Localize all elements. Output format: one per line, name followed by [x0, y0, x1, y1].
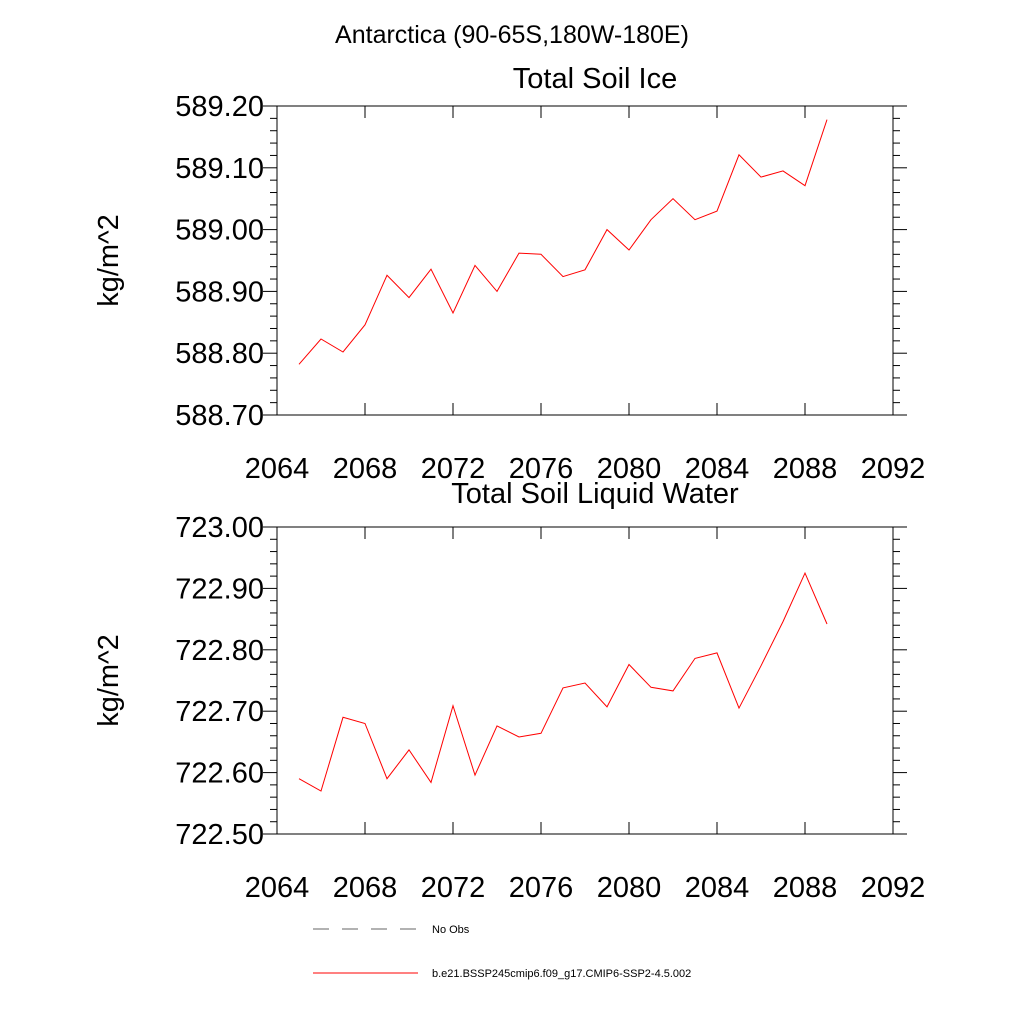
x-tick-label: 2068 [333, 453, 398, 485]
y-axis-label: kg/m^2 [93, 214, 125, 307]
chart-title: Total Soil Ice [513, 63, 677, 95]
x-tick-label: 2076 [509, 872, 574, 904]
legend-label-1: b.e21.BSSP245cmip6.f09_g17.CMIP6-SSP2-4.… [432, 968, 691, 980]
legend-label-0: No Obs [432, 924, 470, 936]
y-tick-label: 722.90 [175, 573, 264, 605]
y-tick-label: 588.90 [175, 276, 264, 308]
y-tick-label: 589.20 [175, 91, 264, 123]
series-line-0 [298, 119, 828, 365]
x-tick-label: 2080 [597, 453, 662, 485]
x-tick-label: 2064 [245, 453, 310, 485]
plot-frame [276, 105, 894, 416]
x-tick-label: 2080 [597, 872, 662, 904]
super-title: Antarctica (90-65S,180W-180E) [335, 21, 689, 49]
x-tick-label: 2088 [773, 872, 838, 904]
y-tick-label: 588.70 [175, 400, 264, 432]
chart-panel-1: Total Soil Liquid Water kg/m^2 2064 2068 207… [93, 478, 925, 904]
x-tick-label: 2076 [509, 453, 574, 485]
x-tick-label: 2088 [773, 453, 838, 485]
y-axis-label: kg/m^2 [93, 634, 125, 727]
plot-frame [276, 526, 894, 835]
x-tick-label: 2072 [421, 872, 486, 904]
chart-title: Total Soil Liquid Water [451, 478, 739, 510]
y-tick-label: 589.00 [175, 215, 264, 247]
x-tick-label: 2072 [421, 453, 486, 485]
x-tick-label: 2068 [333, 872, 398, 904]
x-tick-label: 2084 [685, 872, 750, 904]
y-tick-label: 589.10 [175, 153, 264, 185]
x-tick-label: 2092 [861, 872, 926, 904]
y-tick-label: 722.50 [175, 819, 264, 851]
x-tick-label: 2084 [685, 453, 750, 485]
chart-panel-0: Total Soil Ice kg/m^2 2064 2068 2072 2076 2080… [93, 63, 925, 485]
y-tick-label: 723.00 [175, 512, 264, 544]
series-line-0 [298, 571, 828, 792]
y-tick-label: 722.80 [175, 635, 264, 667]
y-tick-label: 722.70 [175, 696, 264, 728]
panels: Total Soil Ice kg/m^2 2064 2068 2072 2076 2080… [93, 63, 925, 904]
x-tick-label: 2092 [861, 453, 926, 485]
y-tick-label: 722.60 [175, 758, 264, 790]
y-tick-label: 588.80 [175, 338, 264, 370]
legend: No Obs b.e21.BSSP245cmip6.f09_g17.CMIP6-S… [313, 924, 691, 980]
x-tick-label: 2064 [245, 872, 310, 904]
